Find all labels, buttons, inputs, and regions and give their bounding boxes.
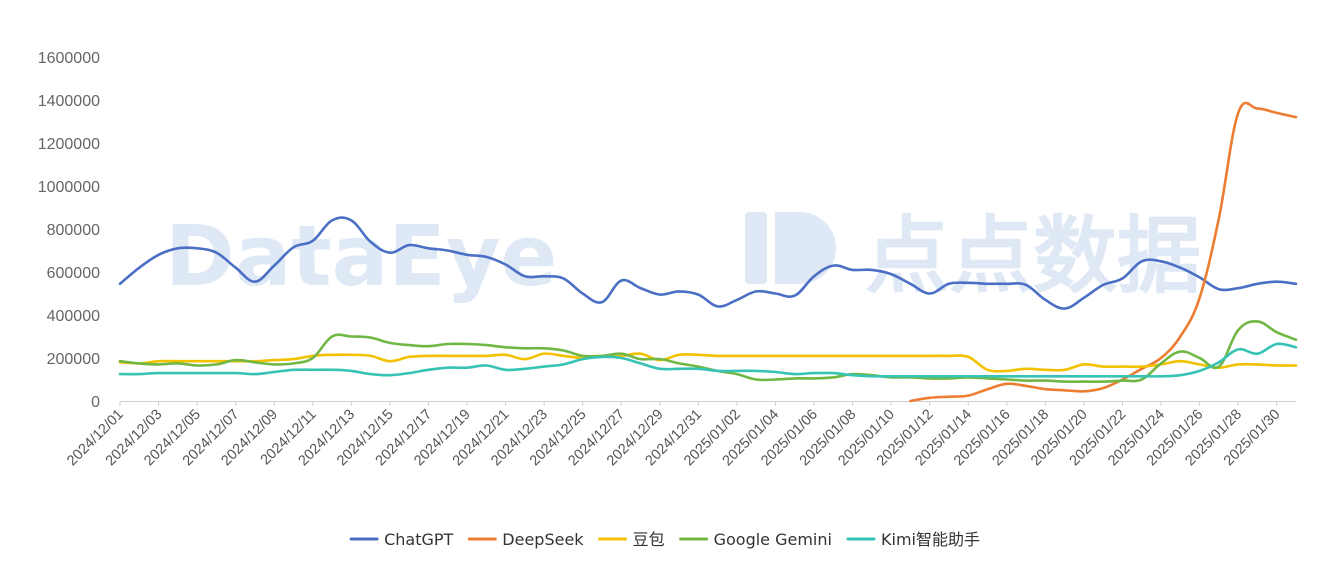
y-tick-label: 1600000 [38, 50, 100, 67]
legend-label: DeepSeek [502, 530, 584, 549]
watermark-logo-icon [745, 212, 836, 284]
y-tick-label: 0 [91, 394, 100, 411]
y-tick-label: 800000 [47, 222, 100, 239]
y-tick-label: 1000000 [38, 179, 100, 196]
legend-item[interactable]: 豆包 [598, 530, 665, 549]
watermark: DataEye 点点数据 [165, 207, 1201, 305]
series-line-kimi [118, 342, 1298, 378]
legend: ChatGPT DeepSeek 豆包 Google Gemini Kimi智能助手 [349, 530, 980, 549]
y-axis: 0 200000 400000 600000 800000 1000000 1200000 1… [38, 50, 100, 411]
watermark-left: DataEye [165, 207, 557, 305]
y-tick-label: 1400000 [38, 93, 100, 110]
series-line-google-gemini [118, 320, 1298, 383]
legend-item[interactable]: Kimi智能助手 [846, 530, 980, 549]
series-line-chatgpt [118, 216, 1298, 310]
series-layer [118, 101, 1298, 403]
legend-item[interactable]: Google Gemini [679, 530, 832, 549]
y-tick-label: 200000 [47, 351, 100, 368]
legend-label: Google Gemini [714, 530, 832, 549]
legend-item[interactable]: DeepSeek [467, 530, 584, 549]
x-axis: 2024/12/012024/12/032024/12/052024/12/07… [64, 401, 1296, 469]
y-tick-label: 400000 [47, 308, 100, 325]
y-tick-label: 1200000 [38, 136, 100, 153]
legend-label: Kimi智能助手 [881, 530, 980, 549]
y-tick-label: 600000 [47, 265, 100, 282]
legend-label: ChatGPT [384, 530, 453, 549]
legend-item[interactable]: ChatGPT [349, 530, 454, 549]
series-line-deepseek [909, 101, 1298, 403]
legend-label: 豆包 [633, 530, 665, 549]
